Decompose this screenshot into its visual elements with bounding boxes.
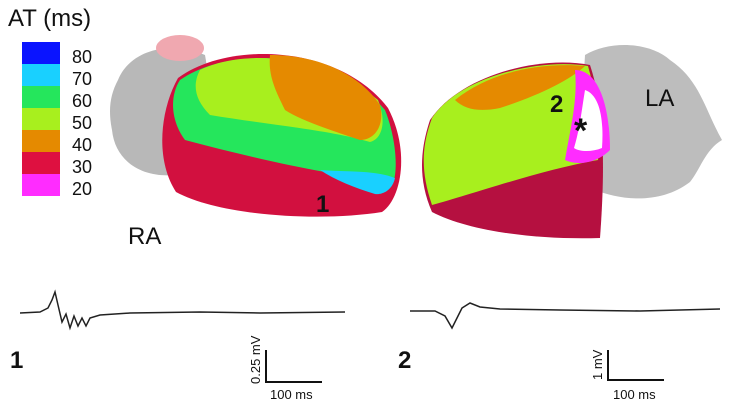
scale-bar (607, 350, 664, 381)
legend-title: AT (ms) (8, 5, 91, 32)
view-label: RA (128, 223, 161, 250)
color-swatch (22, 174, 60, 196)
heart-ra: RA 1 (110, 35, 402, 250)
zone (269, 55, 382, 140)
scale-voltage: 1 mV (590, 349, 605, 380)
site-star: * (574, 112, 588, 150)
scale-bar (265, 350, 322, 383)
legend-label: 30 (72, 157, 92, 177)
trace-label: 2 (398, 347, 411, 374)
legend-label: 20 (72, 179, 92, 199)
legend-label: 40 (72, 135, 92, 155)
appendage (156, 35, 204, 61)
heart-la: LA 2 * (422, 44, 722, 239)
color-swatch (22, 196, 60, 218)
scale-time: 100 ms (270, 387, 313, 402)
scale-voltage: 0.25 mV (248, 335, 263, 384)
color-swatch (22, 86, 60, 108)
trace-label: 1 (10, 347, 23, 374)
zone (455, 65, 585, 110)
color-swatch (22, 42, 60, 64)
site-marker: 1 (316, 191, 329, 218)
legend-label: 60 (72, 91, 92, 111)
color-swatch (22, 152, 60, 174)
zone (320, 170, 395, 195)
legend-label: 80 (72, 47, 92, 67)
view-label: LA (645, 85, 674, 112)
trace (19, 289, 346, 331)
site-marker: 2 (550, 91, 563, 118)
legend-label: 50 (72, 113, 92, 133)
color-swatch (22, 130, 60, 152)
legend-label: 70 (72, 69, 92, 89)
color-swatch (22, 108, 60, 130)
color-swatch (22, 64, 60, 86)
trace (410, 302, 721, 330)
atrium (583, 44, 722, 199)
scale-time: 100 ms (613, 387, 656, 402)
zone (574, 90, 603, 151)
